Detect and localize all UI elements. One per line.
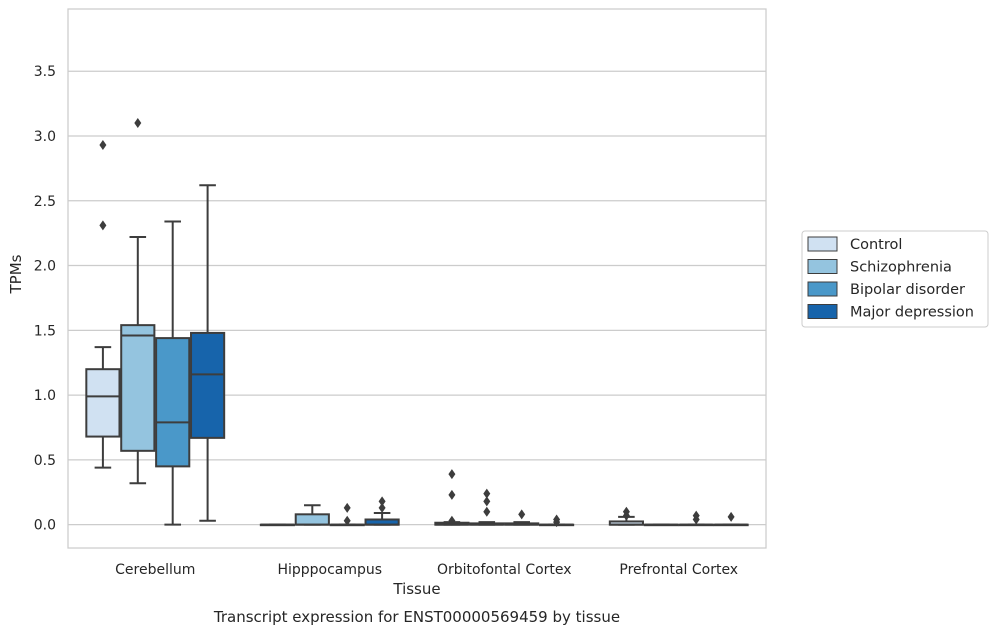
y-axis-ticks: 0.0 0.5 1.0 1.5 2.0 2.5 3.0 3.5: [34, 64, 56, 533]
box-bipolar-disorder: [329, 502, 365, 527]
box-schizophrenia: [294, 504, 330, 526]
plot-frame: [67, 8, 767, 549]
x-tick-label: Hipppocampus: [277, 562, 382, 578]
legend-swatch: [807, 304, 838, 319]
box-control: [85, 140, 121, 469]
outlier-point: [692, 510, 700, 521]
box-control: [608, 506, 644, 526]
x-axis-ticks: Cerebellum Hipppocampus Orbitofontal Corte…: [115, 562, 738, 578]
outlier-point: [99, 140, 107, 151]
legend-label: Bipolar disorder: [850, 282, 965, 298]
outlier-point: [483, 496, 491, 507]
y-tick-label: 3.0: [34, 129, 56, 145]
outlier-point: [727, 511, 735, 522]
legend-label: Schizophrenia: [850, 260, 952, 276]
outlier-point: [622, 506, 630, 517]
outlier-point: [553, 514, 561, 525]
outlier-point: [448, 469, 456, 480]
legend-swatch: [807, 259, 838, 274]
y-tick-label: 2.0: [34, 259, 56, 275]
box-bipolar-disorder: [504, 509, 540, 526]
chart-caption: Transcript expression for ENST0000056945…: [213, 608, 620, 626]
box-major-depression: [713, 511, 749, 527]
y-tick-label: 0.0: [34, 518, 56, 534]
box-control: [259, 523, 295, 527]
x-tick-label: Cerebellum: [115, 562, 195, 578]
outlier-point: [99, 220, 107, 231]
outlier-point: [134, 118, 142, 129]
x-tick-label: Orbitofontal Cortex: [437, 562, 572, 578]
box: [85, 368, 121, 438]
box-schizophrenia: [643, 523, 679, 527]
box: [120, 324, 156, 452]
outlier-point: [483, 506, 491, 517]
box-major-depression: [539, 514, 575, 528]
y-axis-label: TPMs: [7, 254, 25, 294]
box-major-depression: [190, 184, 226, 522]
legend-label: Control: [850, 237, 902, 253]
outlier-point: [448, 515, 456, 526]
legend-swatch: [807, 236, 838, 252]
y-tick-label: 0.5: [34, 453, 56, 469]
box-control: [434, 469, 470, 526]
outlier-point: [448, 489, 456, 500]
outlier-point: [518, 509, 526, 520]
x-axis-label: Tissue: [392, 580, 440, 598]
legend-swatch: [807, 281, 838, 297]
box: [190, 331, 226, 439]
box-schizophrenia: [469, 488, 505, 526]
y-tick-label: 1.5: [34, 323, 56, 339]
y-tick-label: 1.0: [34, 388, 56, 404]
box: [294, 513, 330, 526]
legend-label: Major depression: [850, 305, 974, 321]
x-tick-label: Prefrontal Cortex: [619, 562, 738, 578]
plot-area: [85, 118, 749, 528]
box-bipolar-disorder: [155, 220, 191, 526]
box: [155, 337, 191, 468]
y-tick-label: 2.5: [34, 194, 56, 210]
box-bipolar-disorder: [678, 510, 714, 527]
outlier-point: [378, 496, 386, 507]
legend: Control Schizophrenia Bipolar disorder Majo…: [801, 230, 989, 328]
outlier-point: [343, 502, 351, 513]
box-major-depression: [364, 496, 400, 526]
box-schizophrenia: [120, 118, 156, 485]
legend-frame: [801, 230, 989, 328]
outlier-point: [483, 488, 491, 499]
outlier-point: [343, 515, 351, 526]
y-tick-label: 3.5: [34, 64, 56, 80]
outlier-point: [378, 502, 386, 513]
